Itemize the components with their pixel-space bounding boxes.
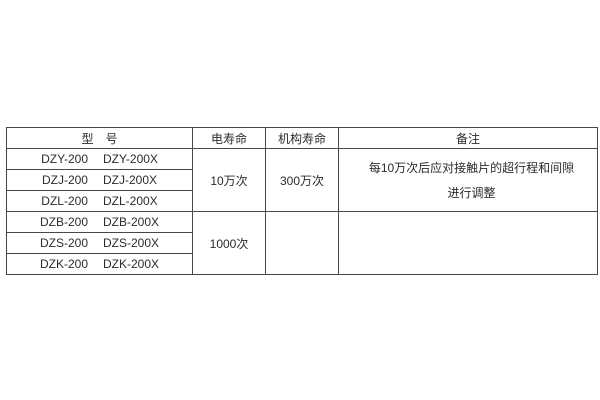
model-name: DZJ-200X [102,173,158,187]
model-pair: DZY-200 DZY-200X [8,152,192,166]
remarks-text [340,238,597,249]
model-name: DZS-200 [39,236,88,250]
table-row: DZJ-200 DZJ-200X [6,169,598,191]
table-row: DZL-200 DZL-200X [6,190,598,212]
remark-line: 进行调整 [447,185,496,200]
model-name: DZK-200 [39,257,88,271]
model-cell: DZS-200 DZS-200X [6,232,193,254]
remarks-text: 每10万次后应对接触片的超行程和间隙 进行调整 [340,160,597,200]
model-cell: DZJ-200 DZJ-200X [6,169,193,191]
model-name: DZK-200X [103,257,160,271]
model-name: DZS-200X [103,236,160,250]
model-cell: DZB-200 DZB-200X [6,211,193,233]
col-header-electrical-life: 电寿命 [192,127,266,149]
model-name: DZY-200X [103,152,158,166]
model-name: DZJ-200 [41,173,88,187]
col-header-remarks: 备注 [338,127,598,149]
model-name: DZL-200X [102,194,158,208]
relay-spec-table: 型 号 电寿命 机构寿命 备注 DZY-200 DZY-200X 10万次 30… [6,127,598,275]
model-name: DZB-200 [39,215,88,229]
model-cell: DZY-200 DZY-200X [6,148,193,170]
model-name: DZL-200 [41,194,88,208]
table-row: DZY-200 DZY-200X 10万次 300万次 每10万次后应对接触片的… [6,148,598,212]
model-cell: DZK-200 DZK-200X [6,253,193,275]
remarks-cell [338,211,598,275]
header-row: 型 号 电寿命 机构寿命 备注 [6,127,598,149]
model-cell: DZL-200 DZL-200X [6,190,193,212]
col-header-mechanism-life: 机构寿命 [265,127,339,149]
mechanism-life-cell [265,211,339,275]
spec-table-container: 型 号 电寿命 机构寿命 备注 DZY-200 DZY-200X 10万次 30… [6,127,598,275]
electrical-life-cell: 1000次 [192,211,266,275]
model-pair: DZJ-200 DZJ-200X [8,173,192,187]
remarks-cell: 每10万次后应对接触片的超行程和间隙 进行调整 [338,148,598,212]
col-header-model: 型 号 [6,127,193,149]
mechanism-life-cell: 300万次 [265,148,339,212]
model-pair: DZS-200 DZS-200X [8,236,192,250]
model-name: DZY-200 [41,152,88,166]
table-row: DZB-200 DZB-200X 1000次 [6,211,598,275]
model-pair: DZL-200 DZL-200X [8,194,192,208]
remark-line: 每10万次后应对接触片的超行程和间隙 [368,160,575,175]
model-pair: DZB-200 DZB-200X [8,215,192,229]
electrical-life-cell: 10万次 [192,148,266,212]
model-pair: DZK-200 DZK-200X [8,257,192,271]
table-row: DZK-200 DZK-200X [6,253,598,275]
model-name: DZB-200X [103,215,160,229]
